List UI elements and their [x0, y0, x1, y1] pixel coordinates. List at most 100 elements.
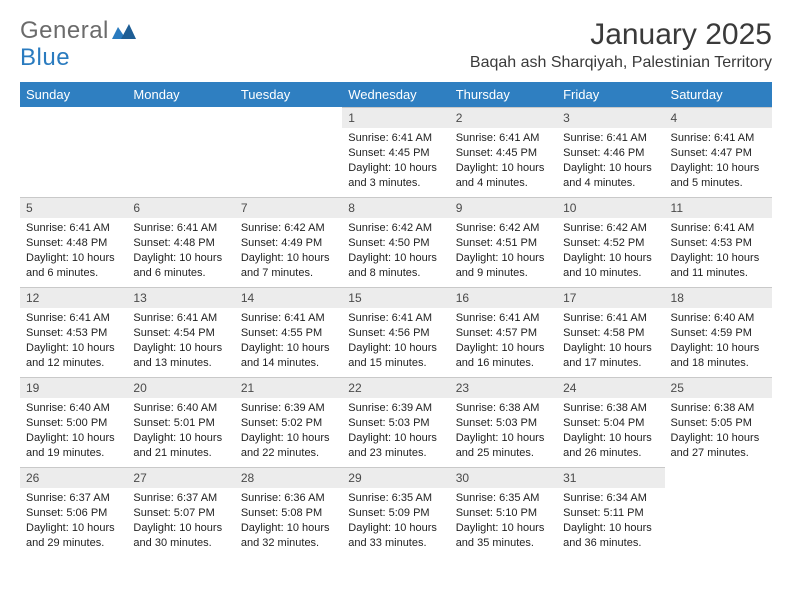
day-content: Sunrise: 6:38 AMSunset: 5:03 PMDaylight:…: [450, 398, 557, 464]
day-content: Sunrise: 6:41 AMSunset: 4:54 PMDaylight:…: [127, 308, 234, 374]
day-content: Sunrise: 6:37 AMSunset: 5:06 PMDaylight:…: [20, 488, 127, 554]
day-number: 6: [127, 197, 234, 218]
title-block: January 2025 Baqah ash Sharqiyah, Palest…: [470, 18, 772, 72]
day-content: Sunrise: 6:41 AMSunset: 4:48 PMDaylight:…: [20, 218, 127, 284]
calendar-cell: 22Sunrise: 6:39 AMSunset: 5:03 PMDayligh…: [342, 377, 449, 467]
calendar-row: 26Sunrise: 6:37 AMSunset: 5:06 PMDayligh…: [20, 467, 772, 557]
day-number: 25: [665, 377, 772, 398]
day-number: 22: [342, 377, 449, 398]
month-title: January 2025: [470, 18, 772, 52]
calendar-cell: 21Sunrise: 6:39 AMSunset: 5:02 PMDayligh…: [235, 377, 342, 467]
weekday-header: Friday: [557, 82, 664, 107]
calendar-cell: 11Sunrise: 6:41 AMSunset: 4:53 PMDayligh…: [665, 197, 772, 287]
weekday-header: Monday: [127, 82, 234, 107]
day-content: Sunrise: 6:35 AMSunset: 5:09 PMDaylight:…: [342, 488, 449, 554]
day-content: Sunrise: 6:40 AMSunset: 4:59 PMDaylight:…: [665, 308, 772, 374]
day-content: Sunrise: 6:40 AMSunset: 5:01 PMDaylight:…: [127, 398, 234, 464]
day-content: Sunrise: 6:41 AMSunset: 4:45 PMDaylight:…: [342, 128, 449, 194]
day-content: Sunrise: 6:41 AMSunset: 4:45 PMDaylight:…: [450, 128, 557, 194]
weekday-header: Sunday: [20, 82, 127, 107]
weekday-header-row: SundayMondayTuesdayWednesdayThursdayFrid…: [20, 82, 772, 107]
calendar-cell: 26Sunrise: 6:37 AMSunset: 5:06 PMDayligh…: [20, 467, 127, 557]
calendar-cell: 2Sunrise: 6:41 AMSunset: 4:45 PMDaylight…: [450, 107, 557, 197]
calendar-cell: 18Sunrise: 6:40 AMSunset: 4:59 PMDayligh…: [665, 287, 772, 377]
day-content: Sunrise: 6:35 AMSunset: 5:10 PMDaylight:…: [450, 488, 557, 554]
brand-part2: Blue: [20, 44, 70, 71]
weekday-header: Saturday: [665, 82, 772, 107]
weekday-header: Wednesday: [342, 82, 449, 107]
day-number: 11: [665, 197, 772, 218]
day-number: 28: [235, 467, 342, 488]
calendar-cell: 16Sunrise: 6:41 AMSunset: 4:57 PMDayligh…: [450, 287, 557, 377]
brand-logo: GeneralBlue: [20, 18, 136, 70]
day-number: 31: [557, 467, 664, 488]
calendar-cell: 29Sunrise: 6:35 AMSunset: 5:09 PMDayligh…: [342, 467, 449, 557]
calendar-cell: 20Sunrise: 6:40 AMSunset: 5:01 PMDayligh…: [127, 377, 234, 467]
calendar-row: 1Sunrise: 6:41 AMSunset: 4:45 PMDaylight…: [20, 107, 772, 197]
day-content: Sunrise: 6:41 AMSunset: 4:53 PMDaylight:…: [20, 308, 127, 374]
day-number: 27: [127, 467, 234, 488]
calendar-cell: 1Sunrise: 6:41 AMSunset: 4:45 PMDaylight…: [342, 107, 449, 197]
calendar-cell: [235, 107, 342, 197]
calendar-body: 1Sunrise: 6:41 AMSunset: 4:45 PMDaylight…: [20, 107, 772, 557]
day-number: 5: [20, 197, 127, 218]
day-content: Sunrise: 6:41 AMSunset: 4:57 PMDaylight:…: [450, 308, 557, 374]
calendar-row: 19Sunrise: 6:40 AMSunset: 5:00 PMDayligh…: [20, 377, 772, 467]
day-content: Sunrise: 6:42 AMSunset: 4:49 PMDaylight:…: [235, 218, 342, 284]
day-number: 26: [20, 467, 127, 488]
day-content: Sunrise: 6:38 AMSunset: 5:05 PMDaylight:…: [665, 398, 772, 464]
calendar-cell: 13Sunrise: 6:41 AMSunset: 4:54 PMDayligh…: [127, 287, 234, 377]
calendar-cell: 27Sunrise: 6:37 AMSunset: 5:07 PMDayligh…: [127, 467, 234, 557]
day-number: 1: [342, 107, 449, 128]
day-content: Sunrise: 6:41 AMSunset: 4:46 PMDaylight:…: [557, 128, 664, 194]
calendar-cell: 30Sunrise: 6:35 AMSunset: 5:10 PMDayligh…: [450, 467, 557, 557]
day-content: Sunrise: 6:41 AMSunset: 4:56 PMDaylight:…: [342, 308, 449, 374]
location: Baqah ash Sharqiyah, Palestinian Territo…: [470, 54, 772, 72]
day-number: 3: [557, 107, 664, 128]
day-content: Sunrise: 6:36 AMSunset: 5:08 PMDaylight:…: [235, 488, 342, 554]
day-number: 19: [20, 377, 127, 398]
day-number: 12: [20, 287, 127, 308]
calendar-cell: 23Sunrise: 6:38 AMSunset: 5:03 PMDayligh…: [450, 377, 557, 467]
day-number: 15: [342, 287, 449, 308]
calendar-cell: 6Sunrise: 6:41 AMSunset: 4:48 PMDaylight…: [127, 197, 234, 287]
calendar-cell: 4Sunrise: 6:41 AMSunset: 4:47 PMDaylight…: [665, 107, 772, 197]
calendar-cell: 5Sunrise: 6:41 AMSunset: 4:48 PMDaylight…: [20, 197, 127, 287]
calendar-cell: 3Sunrise: 6:41 AMSunset: 4:46 PMDaylight…: [557, 107, 664, 197]
day-content: Sunrise: 6:40 AMSunset: 5:00 PMDaylight:…: [20, 398, 127, 464]
day-number: 8: [342, 197, 449, 218]
day-content: Sunrise: 6:42 AMSunset: 4:52 PMDaylight:…: [557, 218, 664, 284]
calendar-table: SundayMondayTuesdayWednesdayThursdayFrid…: [20, 82, 772, 557]
day-number: 2: [450, 107, 557, 128]
day-content: Sunrise: 6:34 AMSunset: 5:11 PMDaylight:…: [557, 488, 664, 554]
day-content: Sunrise: 6:39 AMSunset: 5:03 PMDaylight:…: [342, 398, 449, 464]
day-number: 21: [235, 377, 342, 398]
calendar-cell: [665, 467, 772, 557]
day-number: 18: [665, 287, 772, 308]
day-content: Sunrise: 6:42 AMSunset: 4:51 PMDaylight:…: [450, 218, 557, 284]
day-number: 16: [450, 287, 557, 308]
weekday-header: Tuesday: [235, 82, 342, 107]
day-number: 4: [665, 107, 772, 128]
day-content: Sunrise: 6:38 AMSunset: 5:04 PMDaylight:…: [557, 398, 664, 464]
brand-part1: General: [20, 17, 109, 44]
calendar-cell: 9Sunrise: 6:42 AMSunset: 4:51 PMDaylight…: [450, 197, 557, 287]
day-content: Sunrise: 6:41 AMSunset: 4:55 PMDaylight:…: [235, 308, 342, 374]
day-content: Sunrise: 6:42 AMSunset: 4:50 PMDaylight:…: [342, 218, 449, 284]
calendar-cell: 12Sunrise: 6:41 AMSunset: 4:53 PMDayligh…: [20, 287, 127, 377]
calendar-cell: 7Sunrise: 6:42 AMSunset: 4:49 PMDaylight…: [235, 197, 342, 287]
calendar-cell: 31Sunrise: 6:34 AMSunset: 5:11 PMDayligh…: [557, 467, 664, 557]
day-number: 23: [450, 377, 557, 398]
weekday-header: Thursday: [450, 82, 557, 107]
day-content: Sunrise: 6:37 AMSunset: 5:07 PMDaylight:…: [127, 488, 234, 554]
calendar-cell: [127, 107, 234, 197]
day-number: 29: [342, 467, 449, 488]
calendar-cell: [20, 107, 127, 197]
calendar-cell: 17Sunrise: 6:41 AMSunset: 4:58 PMDayligh…: [557, 287, 664, 377]
day-number: 9: [450, 197, 557, 218]
day-number: 13: [127, 287, 234, 308]
day-number: 10: [557, 197, 664, 218]
header: GeneralBlue January 2025 Baqah ash Sharq…: [20, 18, 772, 72]
day-content: Sunrise: 6:41 AMSunset: 4:48 PMDaylight:…: [127, 218, 234, 284]
day-number: 20: [127, 377, 234, 398]
